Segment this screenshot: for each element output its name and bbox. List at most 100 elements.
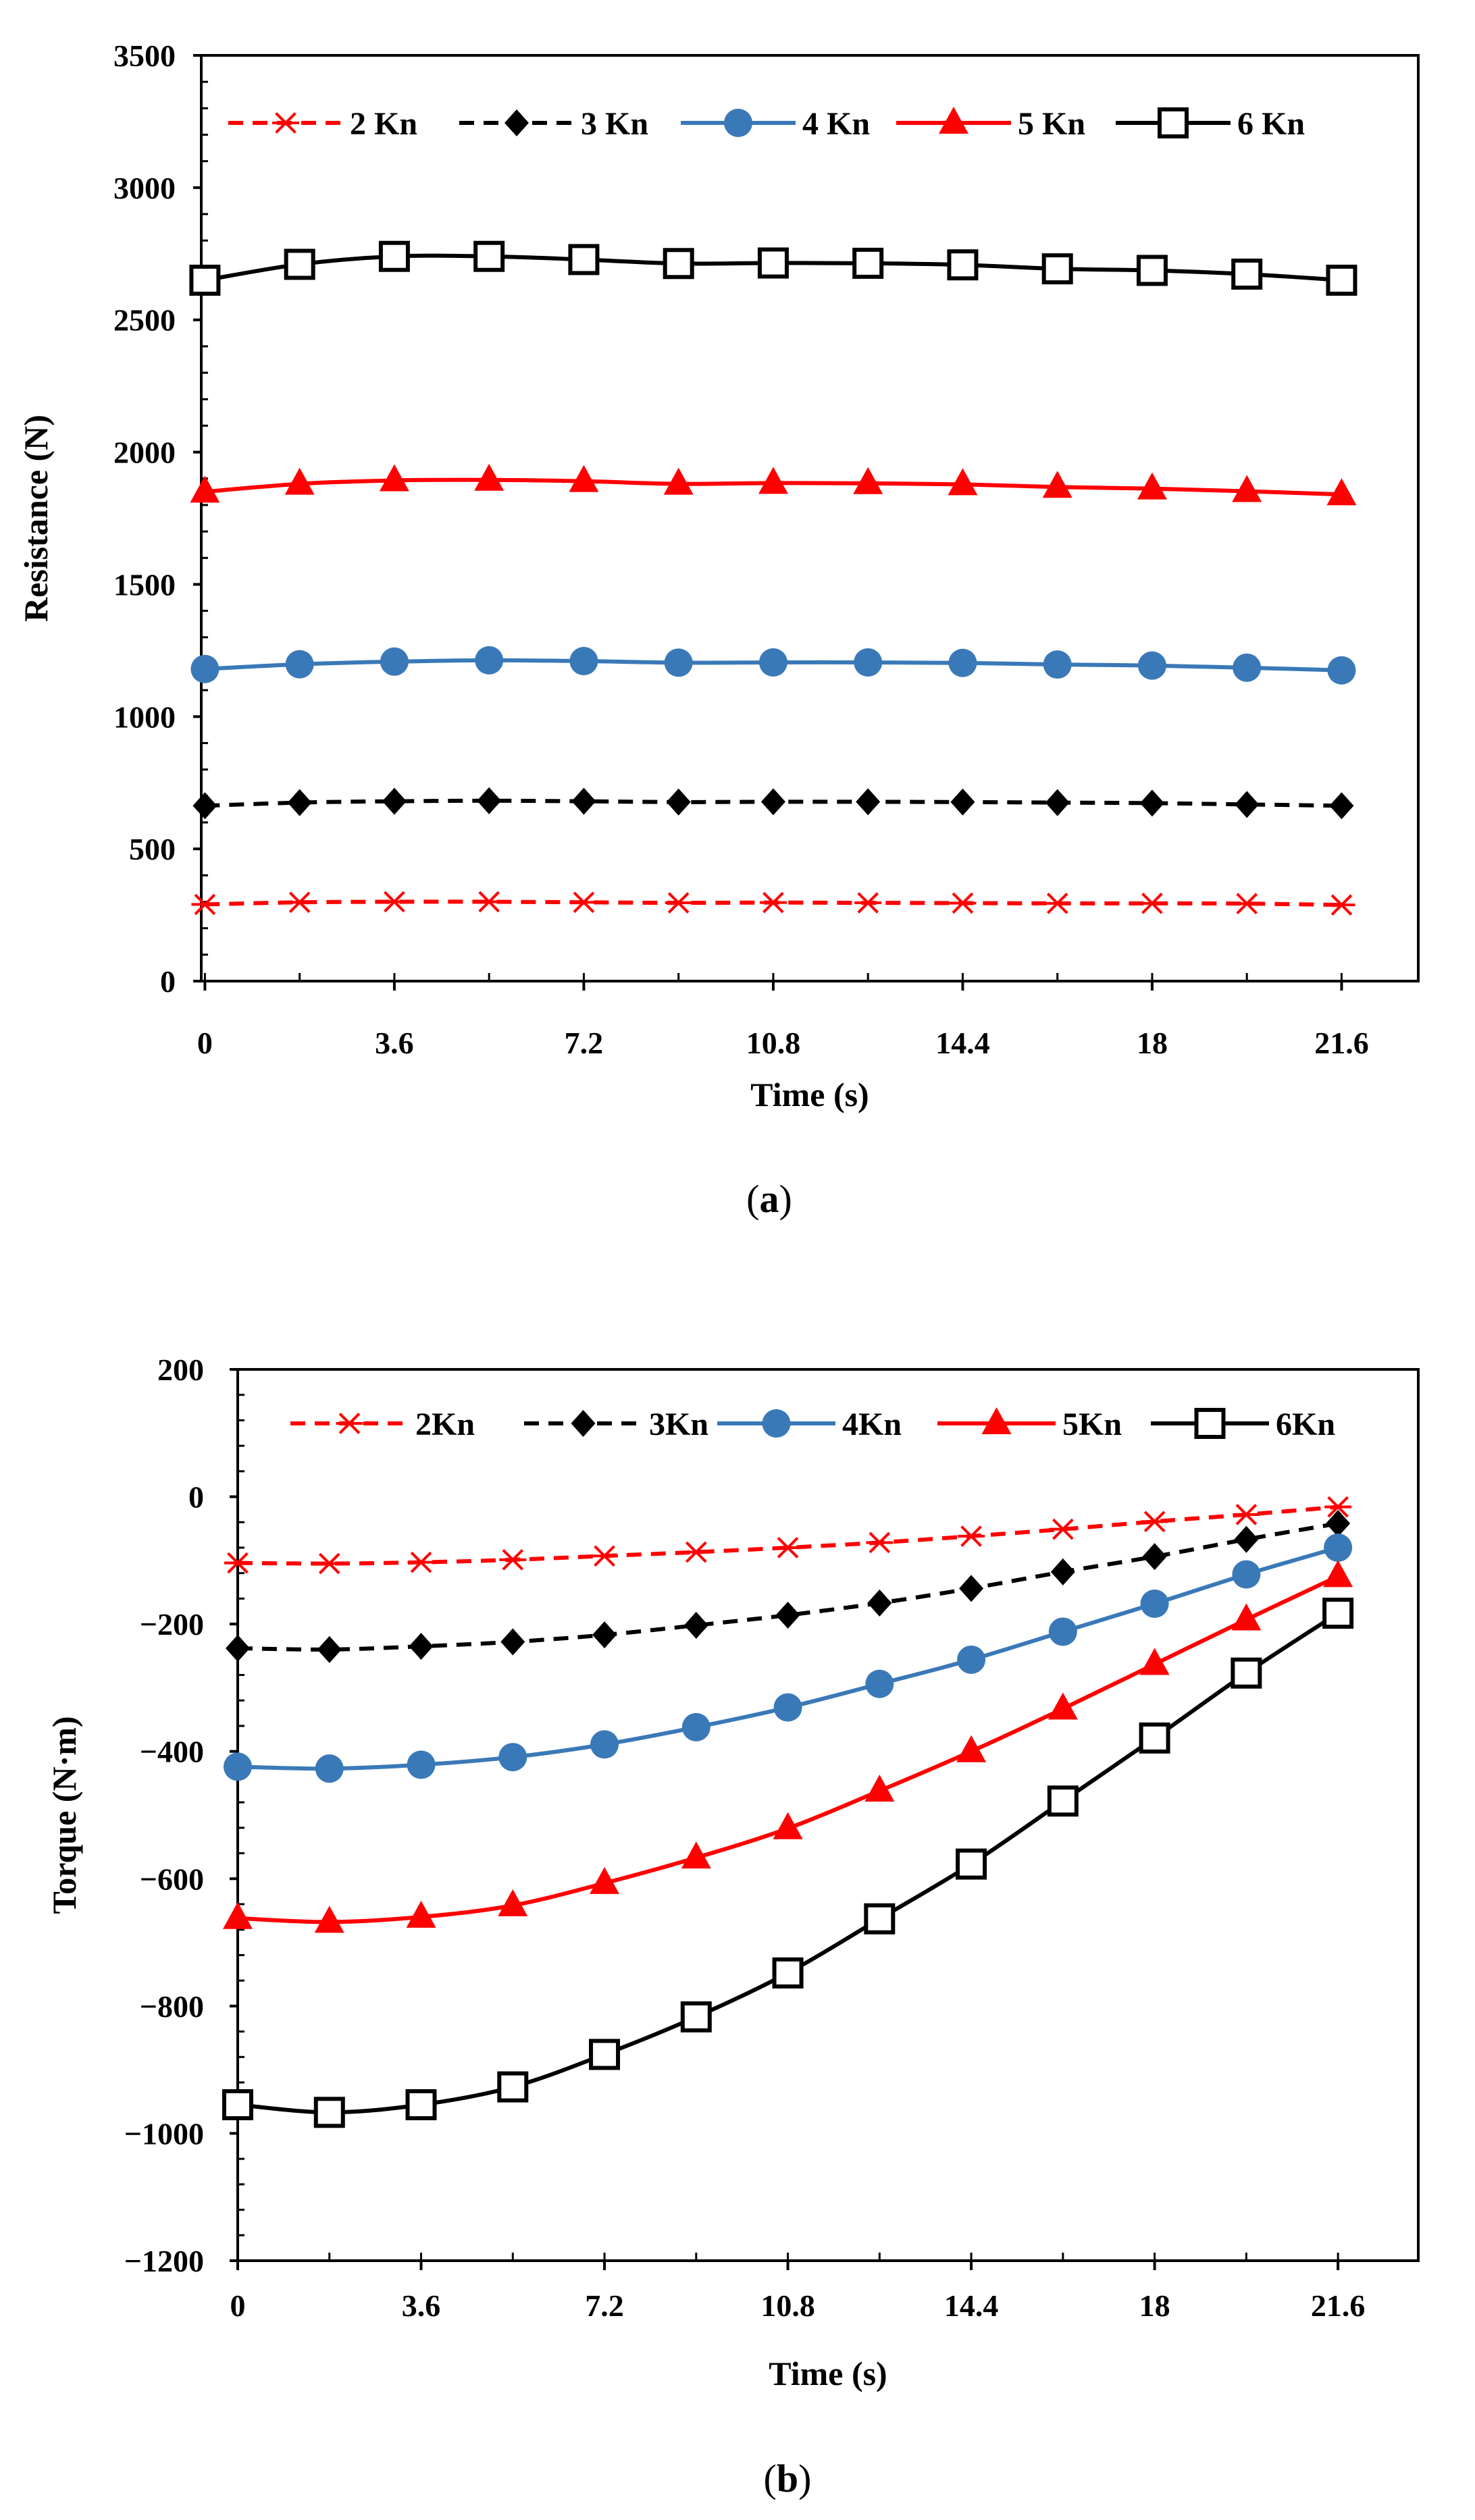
data-point [571,787,596,815]
y-tick-label: −200 [140,1607,204,1642]
data-point [663,467,694,495]
data-point [1232,475,1262,502]
series-5kn [223,1560,1353,1933]
data-point [379,464,409,492]
chart-a: 0 500 1000 1500 2000 2500 3000 3500 0 3.6 7.2 10.8 1… [17,38,1420,1221]
data-point [681,1841,711,1869]
data-point [475,646,504,675]
y-tick-label: −800 [140,1989,204,2024]
data-point [190,475,220,503]
data-point [759,891,787,914]
x-tick-label: 0 [197,1026,213,1060]
data-point [314,1906,344,1933]
y-tick-label: −600 [140,1862,204,1896]
data-point [867,1590,892,1617]
data-point [950,788,975,816]
x-tick-label: 10.8 [746,1026,801,1060]
data-point [1327,656,1356,685]
series-3kn [226,1510,1351,1663]
series-3kn [192,787,1354,820]
y-tick-label: 1000 [113,700,176,734]
data-point [1142,1543,1167,1571]
data-point [192,792,217,820]
data-point [958,1525,985,1547]
y-tick-label: 3000 [113,171,176,205]
data-point [315,1552,343,1575]
data-point [1231,258,1263,290]
data-point [407,1750,436,1779]
data-point [680,2001,712,2032]
data-point [854,648,883,677]
series-5kn [190,463,1357,506]
legend-label: 3Kn [649,1407,708,1442]
legend-label: 6Kn [1276,1407,1335,1442]
data-point [1140,1589,1169,1618]
legend-entry: 2Kn [290,1407,475,1442]
data-point [1233,653,1262,682]
x-tick-label: 18 [1139,2288,1170,2323]
data-point [1043,893,1071,914]
data-point [315,1754,344,1783]
series-6kn [189,240,1357,296]
data-point [948,648,977,677]
data-point [1048,1617,1077,1646]
data-point [590,1730,619,1759]
data-point [864,1775,895,1802]
data-point [589,2039,621,2070]
legend-entry: 2 Kn [228,106,417,142]
data-point [317,1635,342,1663]
x-tick-label: 0 [230,2288,246,2323]
data-point [222,2089,253,2120]
x-tick-label: 21.6 [1311,2288,1366,2323]
plot-frame [236,1368,1420,2262]
x-tick-label: 3.6 [375,1026,414,1060]
series-line [237,1504,1339,1566]
legend-entry: 3Kn [524,1407,708,1442]
data-point [287,789,312,816]
data-point [592,1621,617,1649]
data-point [380,647,409,676]
data-point [757,247,789,279]
data-point [775,1601,800,1629]
data-point [1324,1496,1352,1518]
data-point [681,1712,710,1741]
data-point [284,467,315,495]
data-point [865,1669,894,1698]
data-point [224,1752,252,1781]
data-point [1136,255,1168,286]
data-point [947,249,979,281]
x-tick-label: 14.4 [944,2288,999,2323]
data-point [1050,1558,1075,1585]
data-point [591,1545,619,1567]
x-tick-label: 7.2 [585,2288,624,2323]
data-point [760,788,785,816]
series-4kn [224,1533,1353,1783]
data-point [500,1628,525,1656]
data-point [683,1612,708,1639]
data-point [1141,1511,1168,1533]
data-point [378,240,410,272]
data-point [1322,1598,1354,1629]
chart-b: −1200 −1000 −800 −600 −400 −200 0 200 0 3.6 7.2 10.… [45,1353,1420,2500]
data-point [1231,1603,1262,1631]
y-tick-label: 500 [129,832,176,866]
data-point [190,654,219,683]
data-point [499,1549,527,1571]
y-tick-label: 3500 [113,38,176,73]
y-tick-label: −1000 [124,2116,204,2151]
data-point [498,1889,528,1916]
data-point [1139,1722,1170,1754]
data-point [568,244,600,275]
legend-entry: 5Kn [937,1407,1122,1442]
data-point [406,1900,436,1928]
data-point [570,891,598,914]
data-point [664,648,693,677]
data-point [956,1735,987,1762]
data-point [474,463,504,491]
data-point [772,1957,804,1989]
data-point [774,1537,802,1558]
data-point [189,264,221,296]
y-tick-label: −400 [140,1735,204,1769]
series-2kn [191,891,1355,916]
data-point [380,891,408,913]
